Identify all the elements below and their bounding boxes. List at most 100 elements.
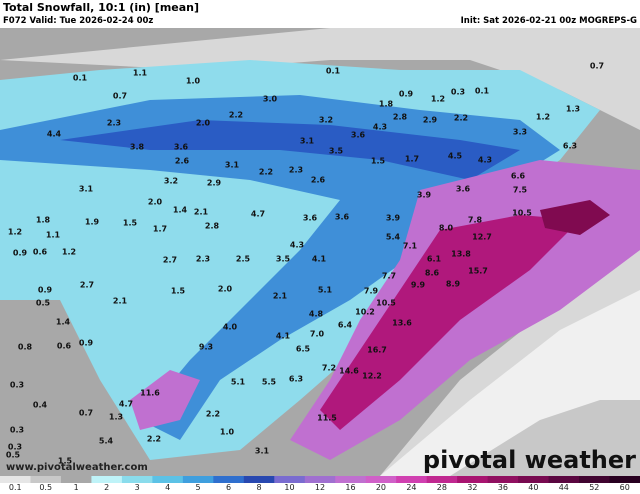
map-value-label: 8.9 — [446, 280, 461, 289]
map-value-label: 8.6 — [425, 269, 440, 278]
map-value-label: 12.2 — [362, 372, 382, 381]
colorbar-label: 44 — [559, 483, 569, 492]
map-value-label: 1.0 — [220, 428, 235, 437]
colorbar-swatch — [121, 476, 153, 483]
colorbar-label: 24 — [406, 483, 416, 492]
map-value-label: 7.5 — [513, 186, 528, 195]
map-value-label: 1.2 — [62, 248, 76, 257]
map-value-label: 0.9 — [79, 339, 94, 348]
map-value-label: 1.4 — [56, 318, 71, 327]
init-time: Init: Sat 2026-02-21 00z MOGREPS-G — [461, 16, 637, 26]
colorbar-label: 0.1 — [9, 483, 22, 492]
map-value-label: 13.6 — [392, 319, 412, 328]
map-value-label: 2.2 — [229, 111, 243, 120]
colorbar-label: 32 — [467, 483, 477, 492]
map-value-label: 0.9 — [38, 286, 53, 295]
map-value-label: 6.4 — [338, 321, 353, 330]
colorbar-swatch — [182, 476, 214, 483]
map-value-label: 1.2 — [431, 95, 445, 104]
map-value-label: 3.5 — [276, 255, 291, 264]
map-value-label: 1.5 — [171, 287, 186, 296]
map-value-label: 2.0 — [196, 119, 211, 128]
colorbar-swatch — [365, 476, 397, 483]
map-value-label: 6.3 — [289, 375, 303, 384]
map-value-label: 14.6 — [339, 367, 359, 376]
watermark: www.pivotalweather.com — [6, 462, 148, 473]
colorbar-swatch — [243, 476, 275, 483]
map-value-label: 4.7 — [251, 210, 265, 219]
map-value-label: 3.3 — [513, 128, 527, 137]
map-value-label: 3.2 — [164, 177, 178, 186]
map-value-label: 0.3 — [451, 88, 465, 97]
map-value-label: 0.3 — [10, 426, 24, 435]
map-value-label: 3.0 — [263, 95, 278, 104]
map-value-label: 1.7 — [153, 225, 167, 234]
map-value-label: 3.9 — [386, 214, 401, 223]
title: Total Snowfall, 10:1 (in) [mean] — [3, 1, 199, 14]
map-value-label: 5.5 — [262, 378, 277, 387]
colorbar-label: 36 — [498, 483, 508, 492]
map-background — [0, 28, 640, 476]
map-value-label: 0.5 — [6, 451, 21, 460]
map-value-label: 11.6 — [140, 389, 160, 398]
map-value-label: 1.7 — [405, 155, 419, 164]
colorbar-swatch — [518, 476, 550, 483]
colorbar-label: 10 — [284, 483, 294, 492]
colorbar-swatch — [91, 476, 123, 483]
map-value-label: 0.7 — [113, 92, 127, 101]
map-value-label: 13.8 — [451, 250, 471, 259]
map-value-label: 3.1 — [225, 161, 240, 170]
colorbar-label: 52 — [589, 483, 599, 492]
valid-time: F072 Valid: Tue 2026-02-24 00z — [3, 16, 153, 26]
colorbar-swatch — [579, 476, 611, 483]
map-value-label: 0.6 — [57, 342, 72, 351]
colorbar-swatch — [426, 476, 458, 483]
colorbar-swatch — [0, 476, 31, 483]
map-value-label: 1.1 — [46, 231, 61, 240]
colorbar-swatch — [213, 476, 245, 483]
map-value-label: 2.1 — [113, 297, 128, 306]
map-value-label: 2.2 — [259, 168, 273, 177]
map-value-label: 4.0 — [223, 323, 238, 332]
map-value-label: 1.8 — [379, 100, 394, 109]
map-value-label: 2.3 — [289, 166, 303, 175]
header-bar — [0, 0, 640, 28]
colorbar-swatch — [457, 476, 489, 483]
map-value-label: 6.6 — [511, 172, 526, 181]
map-value-label: 2.9 — [423, 116, 438, 125]
map-value-label: 2.1 — [273, 292, 288, 301]
map-value-label: 11.5 — [317, 414, 337, 423]
map-value-label: 6.3 — [563, 142, 577, 151]
map-value-label: 0.5 — [36, 299, 51, 308]
map-value-label: 5.4 — [99, 437, 114, 446]
map-value-label: 2.8 — [393, 113, 408, 122]
map-value-label: 2.0 — [218, 285, 233, 294]
map-value-label: 1.2 — [536, 113, 550, 122]
colorbar-swatch — [274, 476, 306, 483]
map-value-label: 2.6 — [311, 176, 326, 185]
map-value-label: 3.8 — [130, 143, 145, 152]
map-value-label: 2.1 — [194, 208, 209, 217]
map-value-label: 1.3 — [566, 105, 580, 114]
colorbar-label: 28 — [437, 483, 447, 492]
map-value-label: 4.4 — [47, 130, 62, 139]
map-value-label: 10.5 — [376, 299, 396, 308]
map-value-label: 3.5 — [329, 147, 344, 156]
map-value-label: 3.2 — [319, 116, 333, 125]
map-value-label: 0.3 — [10, 381, 24, 390]
map-value-label: 7.9 — [364, 287, 379, 296]
map-value-label: 4.3 — [290, 241, 304, 250]
map-value-label: 9.9 — [411, 281, 426, 290]
map-value-label: 2.9 — [207, 179, 222, 188]
colorbar-label: 12 — [315, 483, 325, 492]
map-value-label: 0.4 — [33, 401, 48, 410]
logo: pivotal weather — [423, 446, 636, 474]
map-value-label: 4.3 — [478, 156, 492, 165]
colorbar-label: 2 — [104, 483, 109, 492]
map-value-label: 2.2 — [147, 435, 161, 444]
map-value-label: 0.1 — [326, 67, 341, 76]
map-value-label: 2.8 — [205, 222, 220, 231]
colorbar-label: 40 — [528, 483, 538, 492]
map-value-label: 1.5 — [58, 457, 73, 466]
